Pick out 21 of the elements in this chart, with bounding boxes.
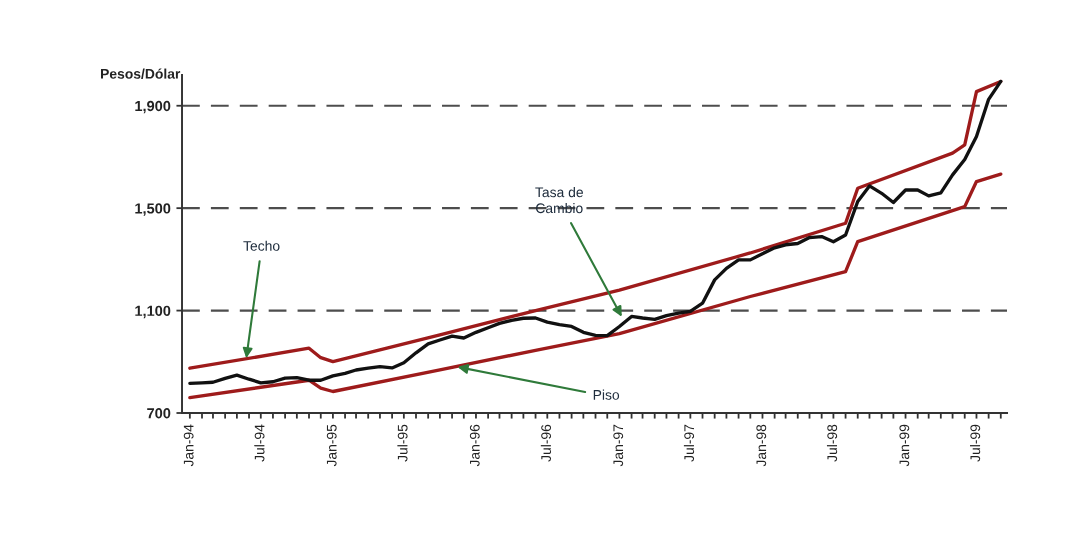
y-axis-title: Pesos/Dólar bbox=[101, 68, 181, 79]
x-tick-label: Jan-98 bbox=[756, 424, 767, 467]
x-tick-label: Jul-95 bbox=[397, 424, 408, 462]
x-tick-label: Jan-94 bbox=[183, 424, 194, 467]
y-tick-label: 1,500 bbox=[135, 203, 171, 216]
x-tick-label: Jan-99 bbox=[899, 424, 910, 467]
x-tick-label: Jan-97 bbox=[613, 424, 624, 467]
annotation: Piso bbox=[593, 389, 620, 400]
x-tick-label: Jul-96 bbox=[540, 424, 552, 462]
x-tick-label: Jul-99 bbox=[970, 424, 981, 462]
y-tick-label: 700 bbox=[147, 408, 171, 419]
x-tick-label: Jan-96 bbox=[469, 424, 480, 467]
annotation: Techo bbox=[243, 240, 280, 251]
annotation: Tasa de Cambio bbox=[535, 186, 583, 214]
x-tick-label: Jul-97 bbox=[683, 424, 695, 462]
line-series bbox=[188, 172, 1003, 400]
x-tick-label: Jul-98 bbox=[826, 424, 838, 462]
y-tick-label: 1,100 bbox=[135, 305, 171, 319]
x-tick-label: Jan-95 bbox=[326, 424, 337, 467]
y-tick-label: 1,900 bbox=[135, 100, 171, 114]
x-tick-label: Jul-94 bbox=[254, 424, 265, 462]
